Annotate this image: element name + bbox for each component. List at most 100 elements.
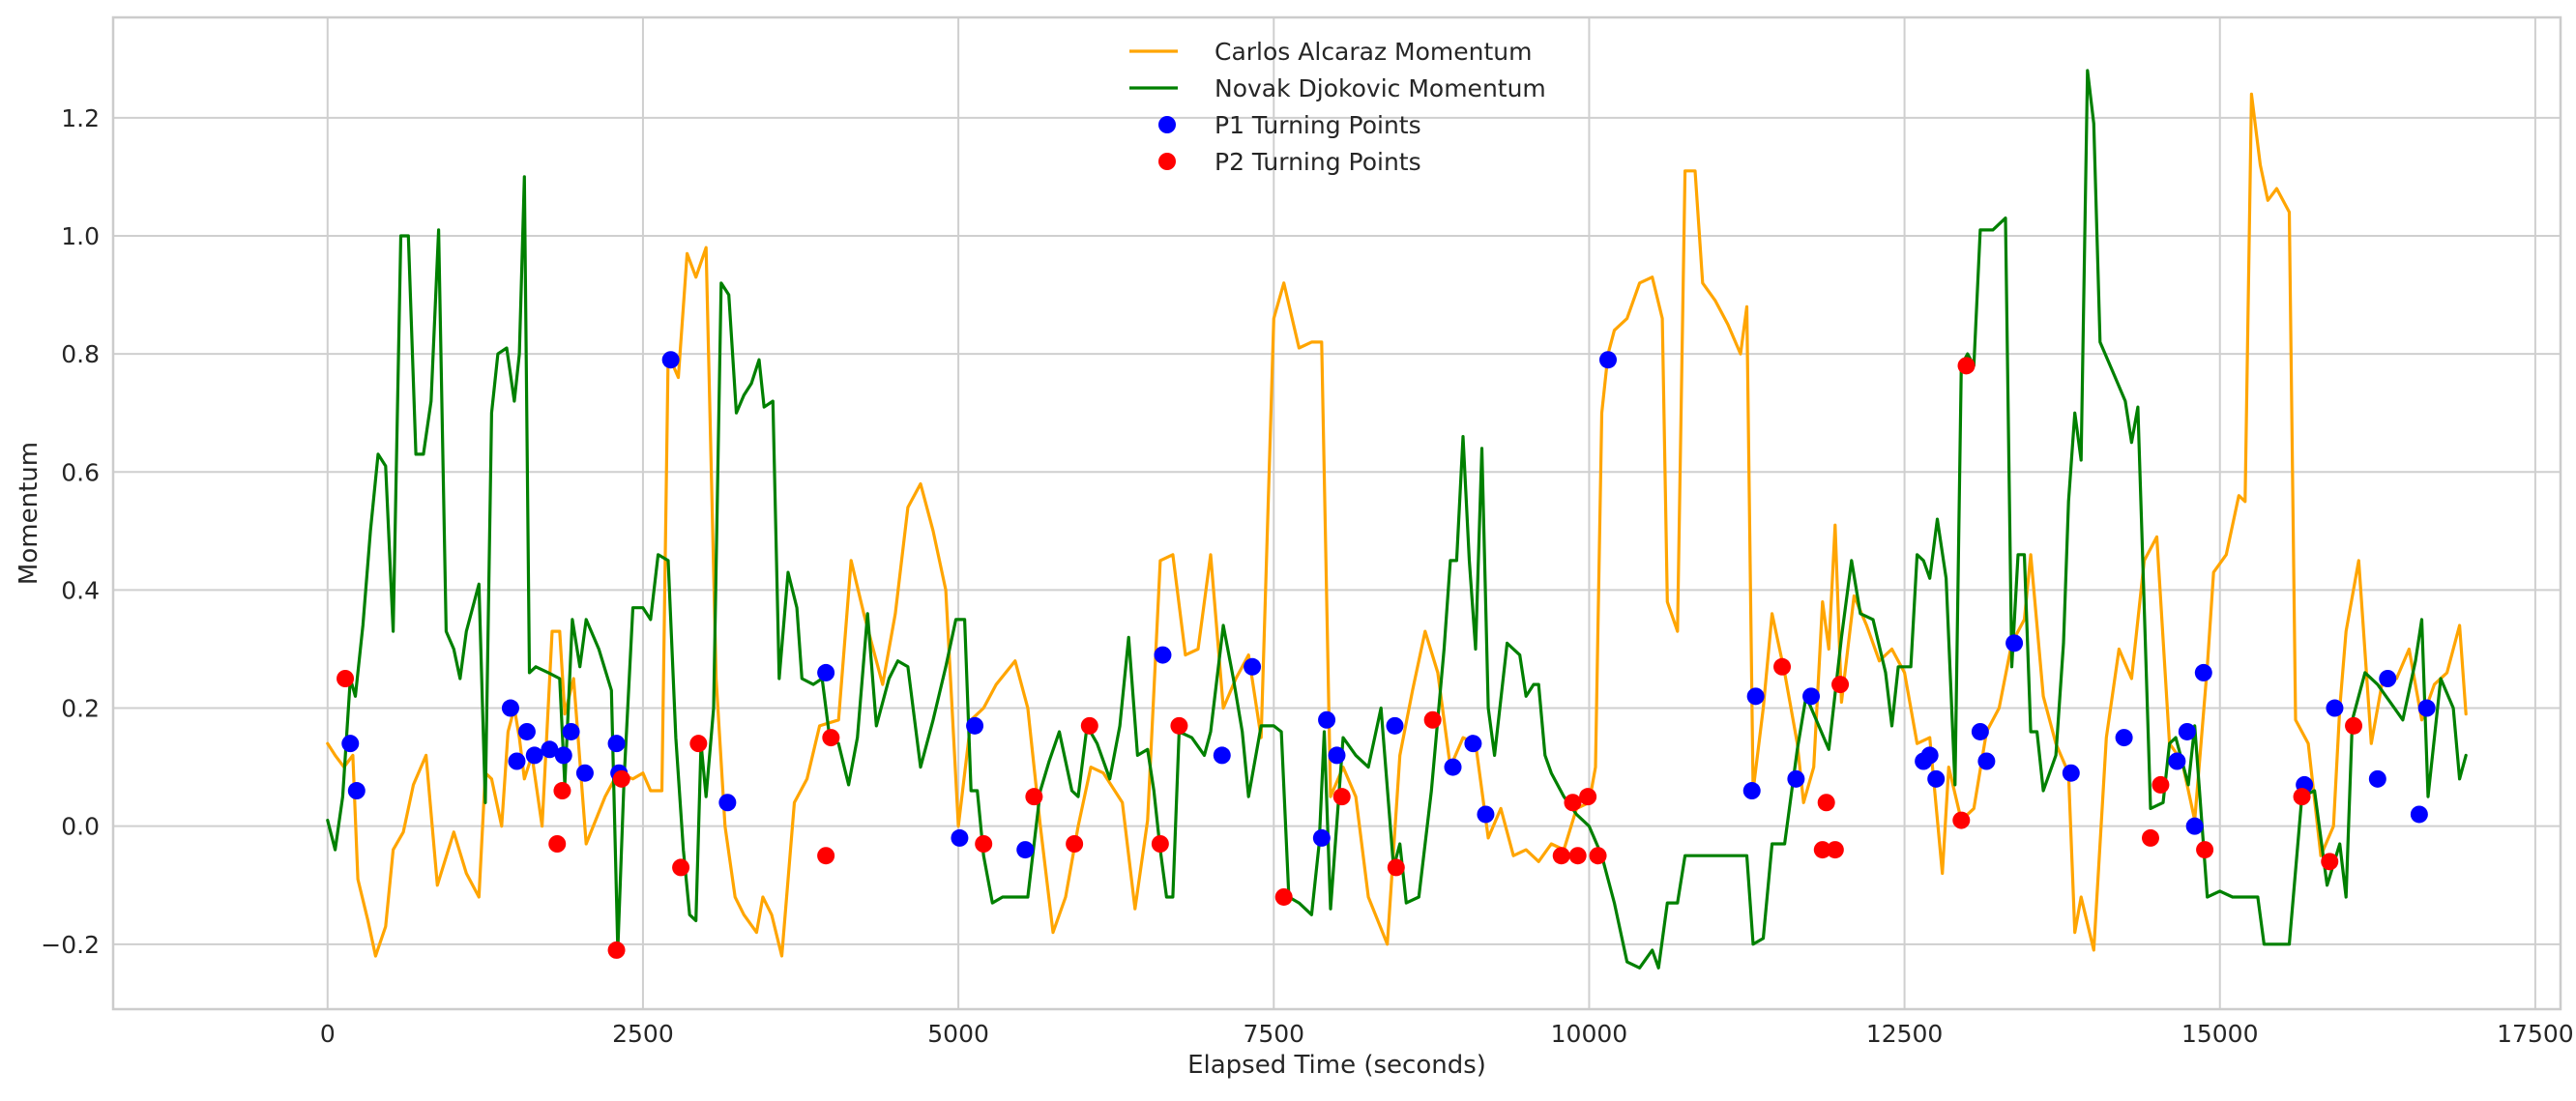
p1-turning-point (1971, 722, 1989, 740)
legend-label-novak-djokovic: Novak Djokovic Momentum (1215, 74, 1546, 102)
p2-turning-point (1957, 357, 1976, 375)
p1-turning-point (2168, 752, 2186, 770)
p1-turning-point (508, 752, 526, 770)
p1-turning-point (2185, 817, 2204, 835)
p1-turning-point (817, 663, 835, 681)
p2-turning-point (2196, 841, 2214, 859)
x-tick-label: 17500 (2497, 1020, 2574, 1048)
p1-turning-point (2115, 729, 2133, 747)
y-tick-label: 1.0 (61, 222, 100, 250)
p1-turning-point (2194, 663, 2212, 681)
x-axis-label: Elapsed Time (seconds) (1187, 1051, 1486, 1080)
x-tick-label: 5000 (927, 1020, 989, 1048)
p1-turning-point (1154, 646, 1172, 664)
p2-turning-point (2141, 828, 2159, 847)
p2-turning-point (2293, 788, 2311, 806)
y-axis-label: Momentum (15, 442, 44, 585)
y-tick-label: 0.0 (61, 813, 100, 841)
p1-turning-point (1328, 746, 1346, 765)
p1-turning-point (1312, 828, 1331, 847)
p1-turning-point (951, 828, 969, 847)
p2-turning-point (975, 835, 993, 853)
p2-turning-point (1387, 858, 1405, 877)
p1-turning-point (1477, 805, 1495, 824)
p2-turning-point (2321, 853, 2339, 871)
legend-entry-p1-turning-points: P1 Turning Points (1158, 111, 1421, 139)
x-tick-label: 2500 (612, 1020, 674, 1048)
p1-turning-point (1787, 769, 1805, 788)
p2-turning-point (1826, 841, 1844, 859)
legend-entry-novak-djokovic: Novak Djokovic Momentum (1129, 74, 1546, 102)
p2-turning-point (689, 735, 708, 753)
p1-turning-point (966, 716, 984, 735)
p1-turning-point (661, 351, 680, 369)
p1-turning-point (554, 746, 572, 765)
p2-turning-point (2345, 716, 2363, 735)
p1-turning-point (2005, 634, 2024, 652)
y-tick-label: 1.2 (61, 104, 100, 132)
p2-turning-point (1579, 788, 1597, 806)
turning-points-layer (337, 351, 2436, 959)
p1-turning-point (1464, 735, 1482, 753)
legend-label-p2-turning-points: P2 Turning Points (1215, 148, 1421, 176)
series-line-novak-djokovic (326, 69, 2468, 970)
p2-turning-point (1423, 710, 1442, 729)
p2-turning-point (1274, 887, 1293, 906)
chart-legend: Carlos Alcaraz Momentum Novak Djokovic M… (1129, 38, 1546, 176)
p2-turning-point (607, 941, 626, 959)
p1-turning-point (1802, 687, 1821, 706)
p1-turning-point (2326, 699, 2344, 717)
p2-turning-point (1066, 835, 1084, 853)
p1-turning-point (517, 722, 536, 740)
p2-turning-point (1564, 794, 1582, 812)
p1-turning-point (1444, 758, 1462, 776)
p2-turning-point (1589, 847, 1607, 865)
legend-label-p1-turning-points: P1 Turning Points (1215, 111, 1421, 139)
p2-turning-point (1080, 716, 1098, 735)
p1-turning-point (1213, 746, 1231, 765)
series-layer (326, 69, 2468, 970)
y-tick-label: 0.4 (61, 576, 100, 604)
p2-turning-point (1952, 811, 1971, 829)
p2-turning-point (1817, 794, 1835, 812)
p1-turning-point (2178, 722, 2196, 740)
p1-turning-point (1977, 752, 1996, 770)
p1-turning-point (607, 735, 626, 753)
p1-turning-point (2379, 670, 2397, 687)
p2-turning-point (1773, 657, 1792, 676)
p1-turning-point (1016, 841, 1035, 859)
p2-turning-point (1170, 716, 1188, 735)
p1-turning-point (1920, 746, 1939, 765)
p1-turning-point (347, 782, 366, 800)
p1-turning-point (2368, 769, 2386, 788)
legend-swatch-p2-turning-points (1158, 153, 1176, 170)
legend-swatch-p1-turning-points (1158, 116, 1176, 133)
y-tick-label: 0.8 (61, 340, 100, 368)
x-tick-label: 15000 (2181, 1020, 2259, 1048)
p2-turning-point (612, 769, 630, 788)
p2-turning-point (553, 782, 571, 800)
p2-turning-point (1332, 788, 1351, 806)
p2-turning-point (1025, 788, 1043, 806)
x-tick-label: 10000 (1551, 1020, 1628, 1048)
p2-turning-point (1813, 841, 1831, 859)
y-tick-labels: −0.2 0.0 0.2 0.4 0.6 0.8 1.0 1.2 (41, 104, 100, 959)
p2-turning-point (817, 847, 835, 865)
p1-turning-point (1244, 657, 1262, 676)
p1-turning-point (2410, 805, 2428, 824)
plot-frame (111, 15, 2562, 1011)
p1-turning-point (1927, 769, 1946, 788)
y-tick-label: 0.2 (61, 695, 100, 723)
p1-turning-point (562, 722, 580, 740)
p1-turning-point (501, 699, 519, 717)
p2-turning-point (548, 835, 567, 853)
p1-turning-point (525, 746, 543, 765)
p1-turning-point (341, 735, 360, 753)
p2-turning-point (1552, 847, 1570, 865)
legend-entry-p2-turning-points: P2 Turning Points (1158, 148, 1421, 176)
p2-turning-point (822, 729, 840, 747)
legend-entry-carlos-alcaraz: Carlos Alcaraz Momentum (1129, 38, 1533, 66)
p1-turning-point (1318, 710, 1336, 729)
y-tick-label: 0.6 (61, 458, 100, 486)
